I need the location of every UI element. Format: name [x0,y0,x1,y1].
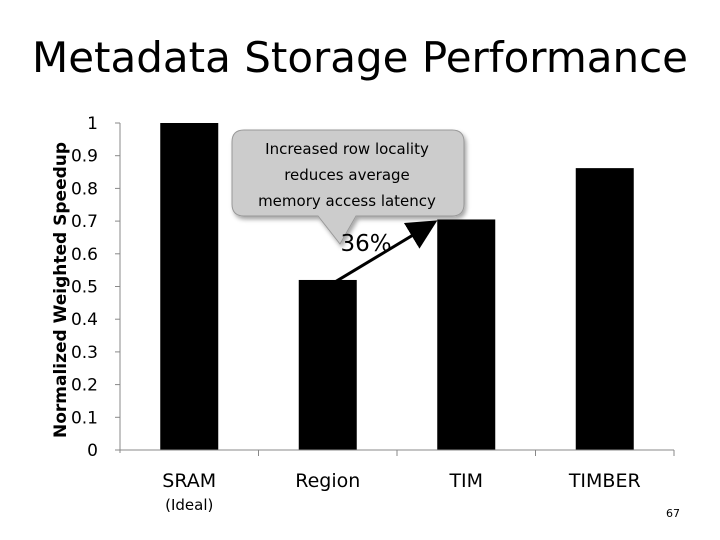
x-tick-label: TIM [448,470,483,492]
y-tick-label: 0.9 [71,147,98,167]
y-tick-label: 0.1 [71,408,98,428]
y-tick-label: 0.6 [71,245,98,265]
page-number: 67 [666,507,680,520]
y-tick-label: 0.7 [71,212,98,232]
improvement-arrow [330,220,438,286]
x-tick-label: SRAM [162,470,216,492]
callout-bubble [231,129,465,245]
y-tick-label: 0.5 [71,278,98,298]
bars [160,123,634,450]
callout-line-1: Increased row locality [265,140,429,158]
y-tick-label: 0.2 [71,376,98,396]
y-tick-label: 0.3 [71,343,98,363]
y-tick-label: 0.8 [71,179,98,199]
y-tick-label: 0 [87,441,98,461]
callout-annotation: Increased row locality reduces average m… [231,129,465,245]
y-axis-label: Normalized Weighted Speedup [51,142,71,438]
slide-title: Metadata Storage Performance [31,33,689,82]
bar-tim [437,219,496,450]
bar-timber [575,168,634,450]
bar-sram [160,123,219,450]
x-tick-label: Region [295,470,360,492]
improvement-label: 36% [340,231,391,257]
x-tick-sublabel: (Ideal) [165,496,213,514]
callout-line-3: memory access latency [258,192,436,210]
y-tick-label: 1 [87,114,98,134]
y-tick-label: 0.4 [71,310,98,330]
bar-region [298,279,357,450]
x-axis-labels: SRAM (Ideal) Region TIM TIMBER [162,450,675,514]
y-axis-ticks: 0 0.1 0.2 0.3 0.4 0.5 0.6 0.7 0.8 0.9 1 [71,114,120,461]
callout-line-2: reduces average [284,166,410,184]
x-tick-label: TIMBER [568,470,641,492]
